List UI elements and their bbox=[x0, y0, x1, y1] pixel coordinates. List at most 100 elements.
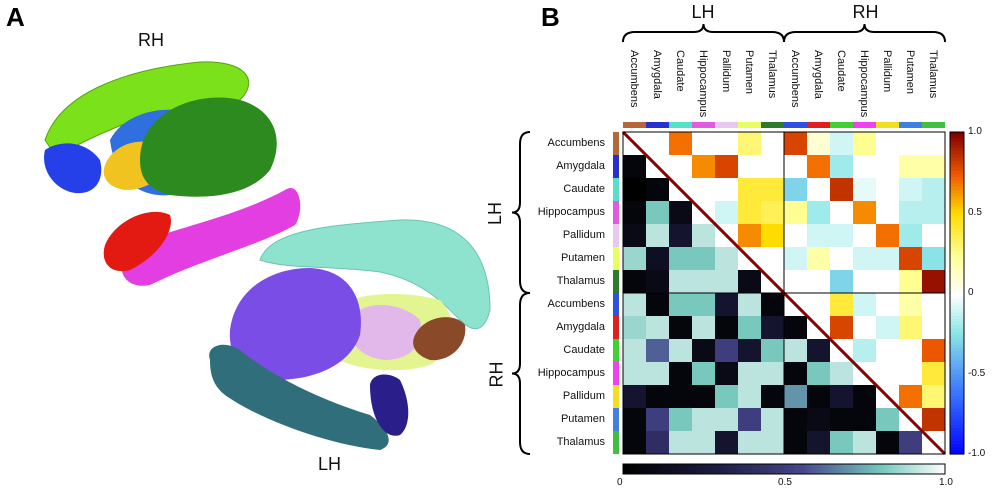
right-colorbar-tick: 0.5 bbox=[968, 206, 982, 218]
bottom-colorbar-segment bbox=[639, 464, 643, 474]
matrix-cell bbox=[853, 408, 876, 431]
matrix-cell bbox=[646, 362, 669, 385]
matrix-cell bbox=[830, 224, 853, 247]
bottom-colorbar-tick: 0.5 bbox=[778, 477, 792, 488]
right-colorbar-segment bbox=[950, 392, 964, 397]
right-colorbar-segment bbox=[950, 302, 964, 307]
bottom-colorbar-segment bbox=[932, 464, 936, 474]
right-colorbar-segment bbox=[950, 447, 964, 452]
right-colorbar-segment bbox=[950, 341, 964, 346]
right-colorbar-segment bbox=[950, 350, 964, 355]
right-colorbar-segment bbox=[950, 264, 964, 268]
matrix-cell bbox=[807, 408, 830, 431]
bottom-colorbar-segment bbox=[690, 464, 695, 474]
bottom-colorbar-segment bbox=[751, 464, 756, 474]
matrix-cell bbox=[784, 339, 807, 362]
matrix-cell bbox=[715, 247, 738, 270]
right-colorbar-segment bbox=[950, 148, 964, 152]
bottom-colorbar-segment bbox=[719, 464, 724, 474]
row-color-strip bbox=[613, 224, 619, 247]
column-label: Amygdala bbox=[812, 50, 824, 99]
bottom-colorbar-segment bbox=[738, 464, 743, 474]
matrix-cell bbox=[738, 339, 761, 362]
matrix-cell bbox=[761, 178, 784, 201]
lh-label: LH bbox=[318, 454, 342, 474]
right-colorbar-segment bbox=[950, 132, 964, 136]
column-label: Accumbens bbox=[628, 50, 640, 108]
bottom-colorbar-segment bbox=[774, 464, 779, 474]
bottom-colorbar-segment bbox=[877, 464, 882, 474]
matrix-cell bbox=[853, 178, 876, 201]
bottom-colorbar-segment bbox=[771, 464, 775, 474]
bottom-colorbar-segment bbox=[674, 464, 679, 474]
bottom-colorbar-segment bbox=[793, 464, 798, 474]
matrix-cell bbox=[830, 155, 853, 178]
matrix-cell bbox=[738, 201, 761, 224]
matrix-cell bbox=[922, 293, 945, 316]
matrix-cell bbox=[784, 247, 807, 270]
right-colorbar-segment bbox=[950, 425, 964, 429]
right-colorbar-segment bbox=[950, 231, 964, 236]
matrix-cell bbox=[761, 155, 784, 178]
column-color-strip bbox=[692, 122, 715, 128]
group-label-left-lh: LH bbox=[485, 201, 506, 225]
matrix-cell bbox=[922, 362, 945, 385]
right-colorbar-segment bbox=[950, 399, 964, 404]
matrix-cell bbox=[646, 431, 669, 454]
right-colorbar-segment bbox=[950, 283, 964, 288]
bottom-colorbar-segment bbox=[651, 464, 656, 474]
bottom-colorbar-segment bbox=[661, 464, 666, 474]
bottom-colorbar-segment bbox=[748, 464, 753, 474]
group-label-top-lh: LH bbox=[691, 2, 715, 22]
right-colorbar-segment bbox=[950, 363, 964, 368]
right-colorbar-segment bbox=[950, 289, 964, 294]
right-colorbar-segment bbox=[950, 370, 964, 375]
right-colorbar-tick: 0 bbox=[968, 287, 974, 298]
matrix-cell bbox=[669, 385, 692, 408]
matrix-cell bbox=[807, 362, 830, 385]
bottom-colorbar-segment bbox=[655, 464, 660, 474]
matrix-cell bbox=[669, 247, 692, 270]
column-label: Caudate bbox=[835, 50, 847, 92]
matrix-cell bbox=[692, 247, 715, 270]
right-colorbar-segment bbox=[950, 144, 964, 149]
group-label-top-rh: RH bbox=[852, 2, 879, 22]
right-colorbar-segment bbox=[950, 360, 964, 365]
column-label: Putamen bbox=[743, 50, 755, 95]
bottom-colorbar-segment bbox=[729, 464, 734, 474]
row-label: Thalamus bbox=[556, 275, 605, 287]
right-colorbar-segment bbox=[950, 389, 964, 394]
bottom-colorbar-segment bbox=[880, 464, 885, 474]
column-label: Hippocampus bbox=[697, 50, 709, 118]
matrix-cell bbox=[738, 385, 761, 408]
right-colorbar-segment bbox=[950, 428, 964, 433]
row-label: Putamen bbox=[560, 252, 605, 264]
right-colorbar-tick: -0.5 bbox=[968, 367, 986, 379]
matrix-cell bbox=[876, 270, 899, 293]
matrix-cell bbox=[715, 362, 738, 385]
matrix-cell bbox=[715, 293, 738, 316]
top-brace-rh bbox=[783, 23, 946, 43]
matrix-cell bbox=[669, 362, 692, 385]
bottom-colorbar-segment bbox=[764, 464, 769, 474]
matrix-cell bbox=[715, 339, 738, 362]
right-colorbar-segment bbox=[950, 238, 964, 243]
matrix-cell bbox=[692, 408, 715, 431]
matrix-cell bbox=[692, 178, 715, 201]
bottom-colorbar-segment bbox=[664, 464, 669, 474]
bottom-colorbar-segment bbox=[870, 464, 875, 474]
matrix-cell bbox=[623, 270, 646, 293]
bottom-colorbar-segment bbox=[635, 464, 640, 474]
bottom-colorbar-segment bbox=[709, 464, 714, 474]
bottom-colorbar-segment bbox=[648, 464, 653, 474]
matrix-cell bbox=[899, 270, 922, 293]
matrix-cell bbox=[761, 408, 784, 431]
right-colorbar-segment bbox=[950, 173, 964, 178]
matrix-cell bbox=[715, 132, 738, 155]
matrix-cell bbox=[715, 385, 738, 408]
bottom-colorbar-segment bbox=[671, 464, 676, 474]
bottom-colorbar-segment bbox=[623, 464, 627, 474]
matrix-cell bbox=[876, 247, 899, 270]
right-colorbar-segment bbox=[950, 325, 964, 330]
row-label: Pallidum bbox=[562, 390, 605, 402]
